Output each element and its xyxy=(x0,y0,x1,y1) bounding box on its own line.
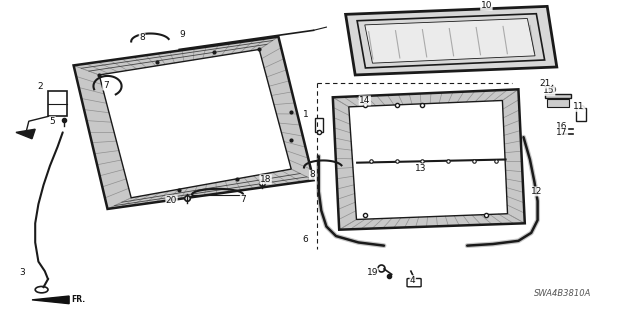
Text: 11: 11 xyxy=(573,102,585,111)
Text: 3: 3 xyxy=(20,268,25,277)
FancyBboxPatch shape xyxy=(547,99,569,107)
Polygon shape xyxy=(32,296,69,304)
Text: 19: 19 xyxy=(367,268,378,277)
Text: 21: 21 xyxy=(540,79,551,88)
Text: 12: 12 xyxy=(531,187,542,196)
Text: 15: 15 xyxy=(543,86,555,95)
Text: 8: 8 xyxy=(140,33,145,42)
Polygon shape xyxy=(16,129,35,139)
FancyBboxPatch shape xyxy=(545,94,571,98)
Text: 1: 1 xyxy=(303,110,308,119)
Text: 17: 17 xyxy=(556,128,568,137)
Polygon shape xyxy=(349,100,508,219)
Text: 7: 7 xyxy=(103,81,108,90)
Polygon shape xyxy=(99,49,291,198)
Polygon shape xyxy=(333,89,525,230)
Polygon shape xyxy=(365,19,535,63)
Text: 14: 14 xyxy=(359,96,371,105)
Text: 18: 18 xyxy=(260,175,271,184)
Text: 2: 2 xyxy=(38,82,43,91)
Text: 13: 13 xyxy=(415,164,427,173)
Text: 9: 9 xyxy=(180,30,185,39)
Text: 16: 16 xyxy=(556,122,568,131)
Text: 20: 20 xyxy=(166,196,177,205)
Text: 10: 10 xyxy=(481,1,492,10)
Polygon shape xyxy=(346,6,557,75)
Text: 7: 7 xyxy=(241,195,246,204)
Polygon shape xyxy=(74,37,314,209)
Text: 4: 4 xyxy=(410,276,415,285)
Text: 8: 8 xyxy=(310,170,315,179)
Text: 5: 5 xyxy=(50,117,55,126)
Text: SWA4B3810A: SWA4B3810A xyxy=(534,289,592,298)
Text: FR.: FR. xyxy=(72,295,86,304)
Text: 6: 6 xyxy=(303,235,308,244)
